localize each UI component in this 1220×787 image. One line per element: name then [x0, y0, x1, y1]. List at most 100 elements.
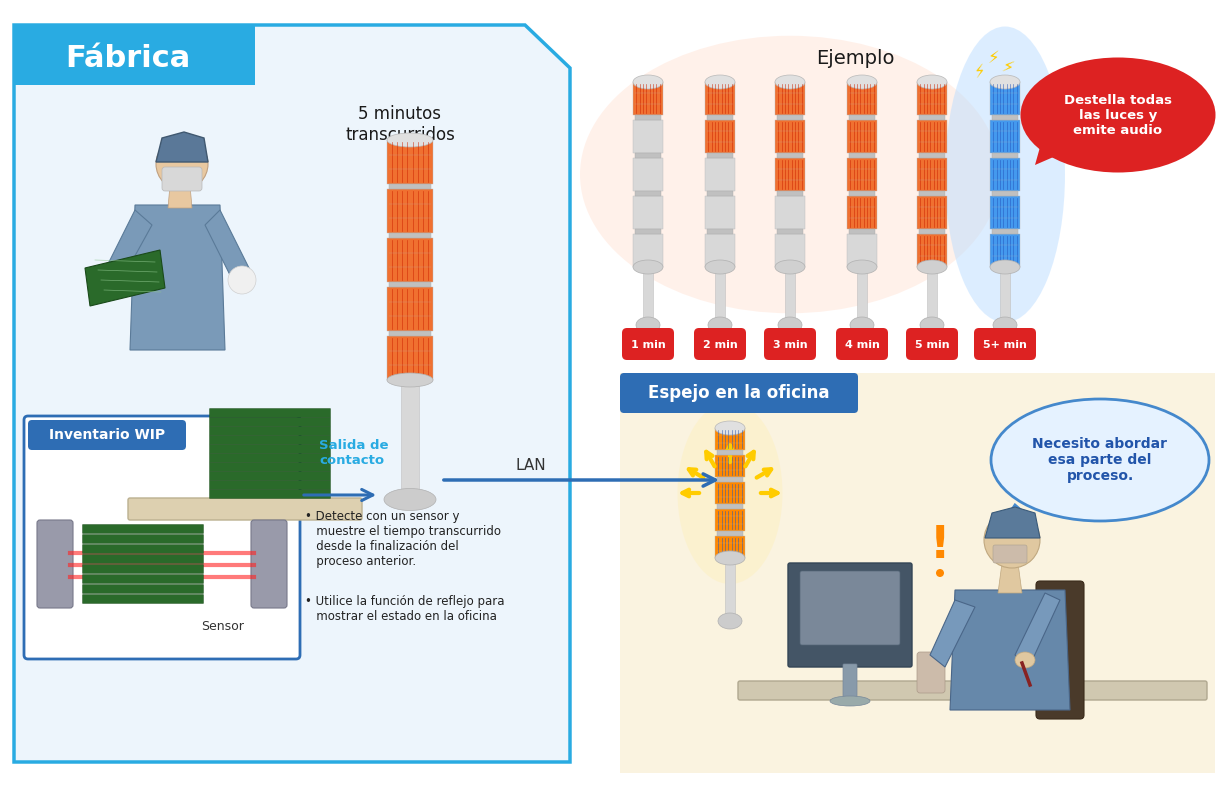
FancyBboxPatch shape [210, 490, 331, 498]
Ellipse shape [993, 317, 1017, 333]
Polygon shape [633, 120, 662, 153]
Polygon shape [705, 196, 734, 229]
Text: Ejemplo: Ejemplo [816, 49, 894, 68]
Polygon shape [715, 271, 725, 321]
Polygon shape [989, 234, 1020, 267]
Polygon shape [13, 25, 570, 762]
Circle shape [936, 569, 944, 577]
FancyBboxPatch shape [974, 328, 1036, 360]
FancyBboxPatch shape [993, 545, 1027, 563]
Polygon shape [634, 115, 661, 120]
FancyBboxPatch shape [694, 328, 745, 360]
Ellipse shape [580, 35, 1000, 313]
Polygon shape [847, 234, 877, 267]
Polygon shape [989, 82, 1020, 115]
Circle shape [985, 512, 1039, 568]
Polygon shape [784, 271, 795, 321]
Ellipse shape [850, 317, 874, 333]
FancyBboxPatch shape [210, 427, 331, 435]
Polygon shape [856, 271, 867, 321]
Text: Sensor: Sensor [201, 620, 244, 633]
Ellipse shape [633, 260, 662, 274]
Polygon shape [992, 191, 1017, 196]
Polygon shape [849, 153, 875, 158]
FancyBboxPatch shape [210, 417, 331, 427]
Polygon shape [919, 191, 946, 196]
Polygon shape [775, 196, 805, 229]
Text: 5 min: 5 min [915, 340, 949, 350]
Ellipse shape [946, 27, 1065, 323]
Polygon shape [847, 196, 877, 229]
Ellipse shape [917, 75, 947, 89]
Polygon shape [777, 115, 803, 120]
Polygon shape [998, 563, 1022, 593]
Text: 5+ min: 5+ min [983, 340, 1027, 350]
Polygon shape [708, 229, 733, 234]
Polygon shape [705, 120, 734, 153]
Ellipse shape [847, 260, 877, 274]
Ellipse shape [715, 421, 745, 435]
Polygon shape [989, 196, 1020, 229]
Ellipse shape [830, 696, 870, 706]
FancyBboxPatch shape [738, 681, 1207, 700]
FancyBboxPatch shape [906, 328, 958, 360]
Ellipse shape [387, 373, 433, 387]
Ellipse shape [705, 260, 734, 274]
Ellipse shape [778, 317, 802, 333]
FancyBboxPatch shape [843, 664, 856, 701]
Polygon shape [849, 191, 875, 196]
Polygon shape [847, 158, 877, 191]
Polygon shape [387, 189, 433, 233]
Polygon shape [643, 271, 653, 321]
Polygon shape [847, 82, 877, 115]
Ellipse shape [775, 75, 805, 89]
Polygon shape [633, 82, 662, 115]
Ellipse shape [991, 399, 1209, 521]
Ellipse shape [387, 133, 433, 147]
FancyBboxPatch shape [210, 471, 331, 481]
Text: ⚡: ⚡ [987, 49, 999, 67]
Polygon shape [13, 25, 255, 85]
Polygon shape [708, 153, 733, 158]
Text: LAN: LAN [516, 457, 547, 472]
Polygon shape [389, 331, 431, 336]
Polygon shape [634, 191, 661, 196]
Polygon shape [992, 115, 1017, 120]
Text: 5 minutos
transcurridos: 5 minutos transcurridos [345, 105, 455, 144]
Polygon shape [387, 238, 433, 282]
Polygon shape [847, 120, 877, 153]
FancyBboxPatch shape [83, 534, 204, 544]
Text: !: ! [930, 523, 950, 567]
Polygon shape [633, 196, 662, 229]
FancyBboxPatch shape [917, 652, 946, 693]
Polygon shape [634, 229, 661, 234]
Polygon shape [775, 158, 805, 191]
Polygon shape [131, 205, 224, 350]
Text: 4 min: 4 min [844, 340, 880, 350]
FancyBboxPatch shape [83, 594, 204, 604]
Circle shape [94, 271, 122, 299]
Polygon shape [989, 120, 1020, 153]
Polygon shape [917, 158, 947, 191]
Text: ⚡: ⚡ [972, 62, 988, 82]
Polygon shape [919, 153, 946, 158]
Polygon shape [917, 120, 947, 153]
Ellipse shape [1015, 652, 1035, 668]
Polygon shape [633, 158, 662, 191]
Polygon shape [950, 590, 1070, 710]
Text: Destella todas
las luces y
emite audio: Destella todas las luces y emite audio [1064, 94, 1172, 136]
Ellipse shape [847, 75, 877, 89]
Text: ⚡: ⚡ [1000, 57, 1016, 78]
Text: 2 min: 2 min [703, 340, 737, 350]
FancyBboxPatch shape [83, 564, 204, 574]
Text: 1 min: 1 min [631, 340, 665, 350]
Circle shape [156, 138, 207, 190]
Polygon shape [930, 600, 975, 667]
Polygon shape [717, 477, 743, 482]
FancyBboxPatch shape [800, 571, 900, 645]
Polygon shape [849, 115, 875, 120]
Text: Fábrica: Fábrica [66, 43, 190, 72]
Ellipse shape [633, 75, 662, 89]
FancyBboxPatch shape [128, 498, 362, 520]
FancyBboxPatch shape [210, 453, 331, 463]
